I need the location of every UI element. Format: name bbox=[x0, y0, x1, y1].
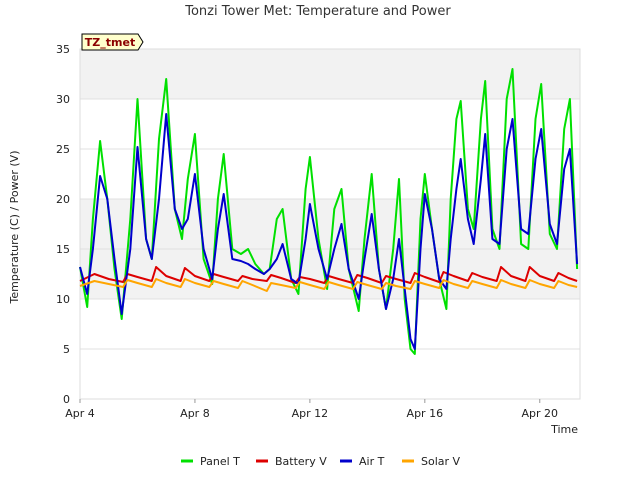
x-tick-label: Apr 12 bbox=[292, 407, 329, 420]
x-axis-ticks: Apr 4 Apr 8 Apr 12 Apr 16 Apr 20 bbox=[65, 399, 558, 420]
background-band bbox=[80, 49, 580, 99]
legend-label-panel-t: Panel T bbox=[200, 455, 240, 468]
legend-label-solar-v: Solar V bbox=[421, 455, 461, 468]
station-badge: TZ_tmet bbox=[81, 33, 144, 51]
x-axis-label: Time bbox=[550, 423, 578, 436]
legend: Panel T Battery V Air T Solar V bbox=[181, 455, 461, 468]
badge-shape bbox=[81, 33, 144, 51]
y-tick-label: 30 bbox=[56, 93, 70, 106]
y-tick-label: 20 bbox=[56, 193, 70, 206]
chart-title: Tonzi Tower Met: Temperature and Power bbox=[184, 4, 451, 19]
y-tick-label: 5 bbox=[63, 343, 70, 356]
series-line-solar-v bbox=[79, 278, 578, 292]
series-line-battery-v bbox=[79, 266, 578, 284]
x-tick-label: Apr 16 bbox=[407, 407, 444, 420]
series-line-air-t bbox=[79, 113, 579, 350]
x-tick-label: Apr 4 bbox=[65, 407, 95, 420]
series-layer bbox=[79, 68, 579, 355]
badge-label: TZ_tmet bbox=[85, 36, 135, 49]
y-axis-label: Temperature (C) / Power (V) bbox=[8, 150, 21, 304]
y-axis-ticks: 0 5 10 15 20 25 30 35 bbox=[56, 43, 70, 406]
plot-frame bbox=[79, 48, 581, 400]
y-tick-label: 25 bbox=[56, 143, 70, 156]
x-tick-label: Apr 20 bbox=[522, 407, 559, 420]
y-tick-label: 35 bbox=[56, 43, 70, 56]
legend-label-air-t: Air T bbox=[359, 455, 385, 468]
legend-label-battery-v: Battery V bbox=[275, 455, 327, 468]
x-tick-label: Apr 8 bbox=[180, 407, 210, 420]
y-tick-label: 15 bbox=[56, 243, 70, 256]
y-tick-label: 10 bbox=[56, 293, 70, 306]
y-tick-label: 0 bbox=[63, 393, 70, 406]
